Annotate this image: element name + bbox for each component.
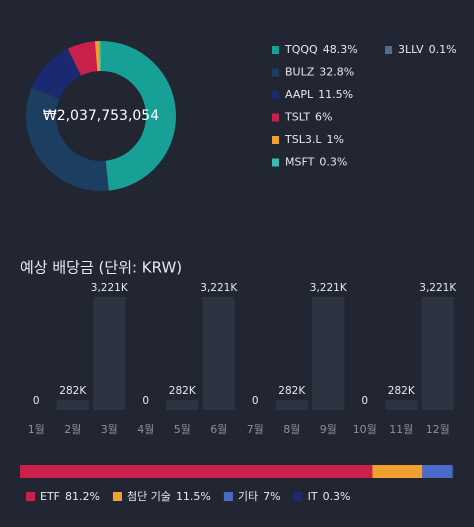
legend-swatch	[385, 46, 392, 54]
legend-entry: IT 0.3%	[308, 490, 351, 503]
x-tick-label: 11월	[389, 423, 413, 436]
legend-entry: 3LLV 0.1%	[398, 43, 457, 56]
legend-name: TSL3.L	[284, 133, 322, 146]
value-label: 0	[361, 395, 368, 407]
donut-slice	[31, 48, 82, 99]
legend-entry: ETF 81.2%	[40, 490, 100, 503]
legend-entry: TSL3.L 1%	[284, 133, 344, 146]
legend-entry: AAPL 11.5%	[285, 88, 353, 101]
legend-name: 기타	[238, 490, 258, 503]
legend-name: IT	[308, 490, 318, 503]
legend-name: BULZ	[285, 66, 315, 79]
value-label: 282K	[388, 385, 416, 397]
stacked-segment	[372, 465, 423, 478]
stacked-segment	[422, 465, 453, 478]
value-label: 282K	[169, 385, 197, 397]
bar	[202, 297, 235, 410]
legend-value: 11.5%	[318, 88, 353, 101]
x-tick-label: 8월	[283, 423, 300, 436]
x-tick-label: 3월	[101, 423, 118, 436]
x-tick-label: 12월	[426, 423, 450, 436]
legend-entry: TQQQ 48.3%	[284, 43, 358, 56]
legend-value: 48.3%	[323, 43, 358, 56]
stacked-segment	[20, 465, 373, 478]
value-label: 0	[252, 395, 259, 407]
bar	[312, 297, 345, 410]
value-label: 282K	[278, 385, 306, 397]
legend-value: 0.1%	[429, 43, 457, 56]
donut-slice	[105, 160, 109, 191]
value-label: 3,221K	[91, 282, 129, 294]
x-tick-label: 10월	[353, 423, 377, 436]
legend-value: 0.3%	[319, 156, 347, 169]
donut-slice	[94, 41, 101, 72]
x-tick-label: 7월	[247, 423, 264, 436]
bar	[275, 400, 308, 410]
legend-swatch	[223, 492, 233, 501]
bar	[93, 297, 126, 410]
legend-swatch	[272, 68, 279, 77]
legend-name: AAPL	[285, 88, 314, 101]
legend-value: 7%	[263, 490, 280, 503]
center-label: ₩2,037,753,054	[43, 108, 159, 124]
legend-name: TSLT	[284, 111, 310, 124]
x-tick-label: 9월	[320, 423, 337, 436]
legend-entry: TSLT 6%	[284, 111, 333, 124]
legend-entry: BULZ 32.8%	[285, 66, 354, 79]
legend-swatch	[272, 46, 279, 54]
legend-value: 11.5%	[176, 490, 211, 503]
bar	[421, 297, 454, 410]
donut-slice	[101, 41, 177, 191]
legend-swatch	[272, 158, 279, 167]
legend-swatch	[293, 492, 303, 501]
legend-value: 6%	[315, 111, 332, 124]
bar	[385, 400, 418, 410]
legend-name: MSFT	[285, 156, 315, 169]
legend-value: 1%	[326, 133, 343, 146]
legend-name: TQQQ	[284, 43, 318, 56]
legend-value: 0.3%	[323, 490, 351, 503]
legend-entry: 기타 7%	[238, 490, 281, 503]
chart-title: 예상 배당금 (단위: KRW)	[20, 259, 182, 277]
legend-value: 32.8%	[319, 66, 354, 79]
x-tick-label: 4월	[137, 423, 154, 436]
donut-slice	[99, 41, 101, 72]
legend-name: ETF	[40, 490, 60, 503]
value-label: 0	[33, 395, 40, 407]
legend-swatch	[112, 492, 122, 501]
donut-slice	[67, 41, 98, 76]
legend-swatch	[272, 91, 279, 99]
value-label: 3,221K	[200, 282, 238, 294]
value-label: 3,221K	[419, 282, 457, 294]
value-label: 0	[142, 395, 149, 407]
donut-slice	[26, 87, 109, 191]
x-tick-label: 5월	[174, 423, 191, 436]
bar	[166, 400, 199, 410]
bar	[56, 400, 89, 410]
legend-swatch	[272, 113, 279, 122]
stacked-segment	[452, 465, 454, 478]
legend-entry: MSFT 0.3%	[285, 156, 347, 169]
legend-swatch	[26, 492, 35, 501]
x-tick-label: 2월	[64, 423, 81, 436]
x-tick-label: 6월	[210, 423, 227, 436]
legend-name: 첨단 기술	[127, 490, 171, 503]
x-tick-label: 1월	[28, 423, 45, 436]
legend-value: 81.2%	[65, 490, 100, 503]
value-label: 282K	[59, 385, 87, 397]
legend-entry: 첨단 기술 11.5%	[127, 490, 211, 503]
value-label: 3,221K	[310, 282, 348, 294]
legend-swatch	[272, 136, 279, 144]
legend-name: 3LLV	[398, 43, 424, 56]
